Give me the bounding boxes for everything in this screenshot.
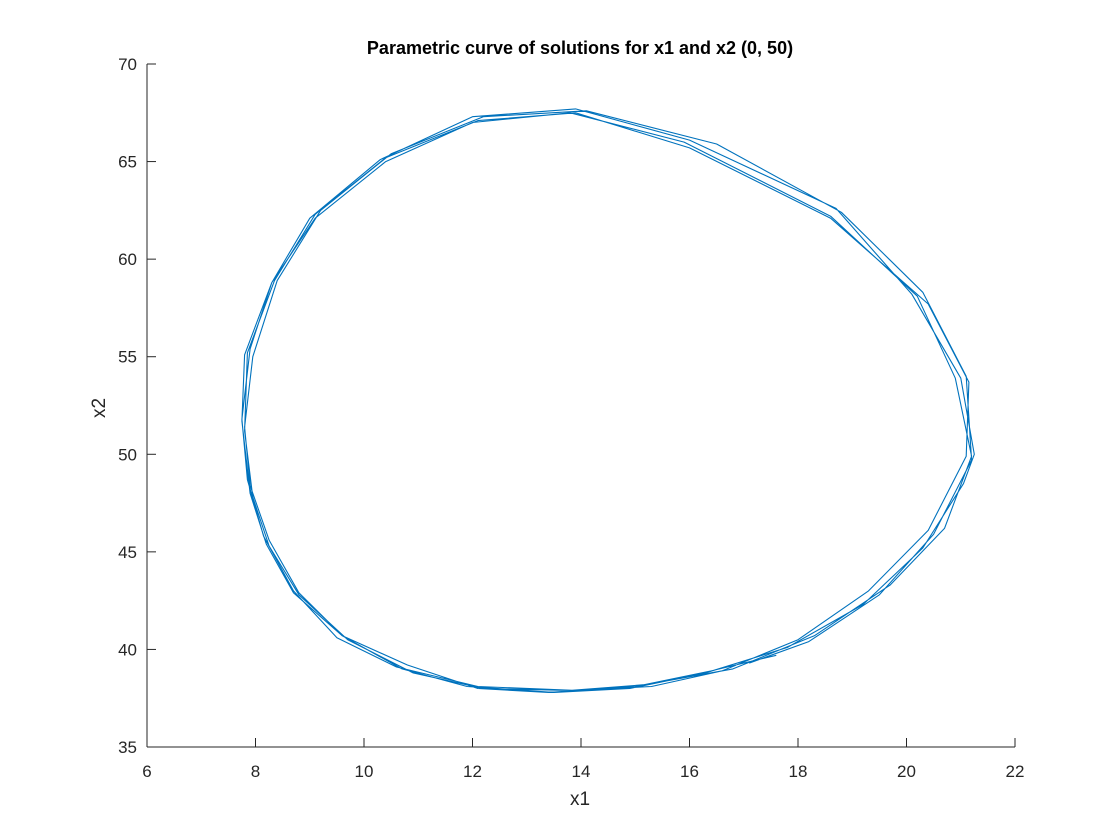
- y-axis-label: x2: [89, 398, 110, 418]
- x-tick-label: 8: [251, 762, 260, 781]
- y-tick-label: 65: [118, 153, 137, 172]
- x-tick-label: 6: [142, 762, 151, 781]
- x-axis-ticks: 6 8 10 12 14 16 18 20 22: [142, 738, 1024, 781]
- x-tick-label: 20: [897, 762, 916, 781]
- y-tick-label: 60: [118, 250, 137, 269]
- x-axis-label: x1: [570, 789, 590, 810]
- y-tick-label: 70: [118, 55, 137, 74]
- x-tick-label: 16: [680, 762, 699, 781]
- x-tick-label: 14: [572, 762, 591, 781]
- y-tick-label: 45: [118, 543, 137, 562]
- y-tick-label: 50: [118, 445, 137, 464]
- x-tick-label: 12: [463, 762, 482, 781]
- y-axis-ticks: 35 40 45 50 55 60 65 70: [118, 55, 156, 757]
- x-tick-label: 22: [1006, 762, 1025, 781]
- x-tick-label: 10: [355, 762, 374, 781]
- series-line: [241, 108, 975, 693]
- x-tick-label: 18: [789, 762, 808, 781]
- y-tick-label: 55: [118, 348, 137, 367]
- chart-title: Parametric curve of solutions for x1 and…: [367, 38, 793, 58]
- y-tick-label: 40: [118, 640, 137, 659]
- plot-series: [241, 108, 975, 693]
- y-tick-label: 35: [118, 738, 137, 757]
